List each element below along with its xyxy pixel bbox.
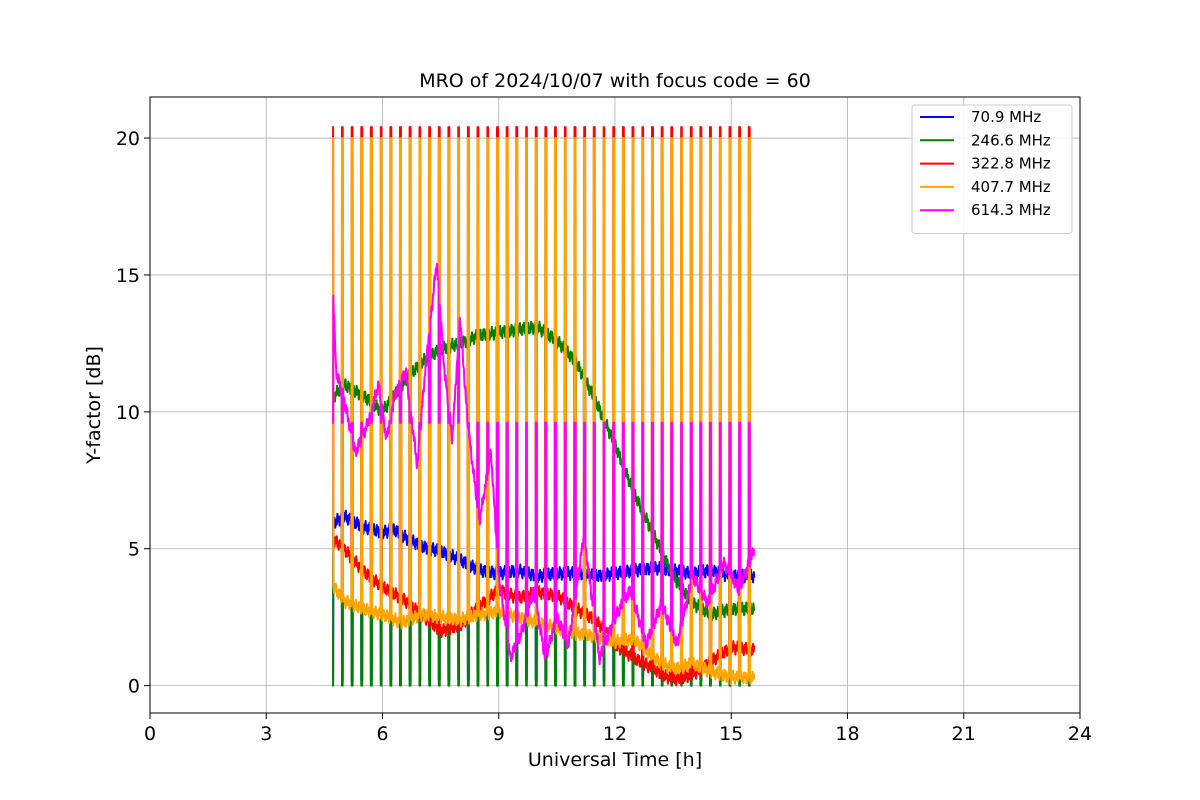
x-tick-label: 3 — [260, 723, 272, 745]
x-tick-label: 6 — [376, 723, 388, 745]
series-line — [331, 509, 756, 682]
legend: 70.9 MHz 246.6 MHz 322.8 MHz 407.7 MHz 614.3… — [911, 104, 1073, 234]
legend-entry: 322.8 MHz — [971, 155, 1051, 173]
legend-entry: 614.3 MHz — [971, 201, 1051, 219]
y-tick-label: 20 — [116, 128, 140, 150]
x-tick-label: 21 — [952, 723, 976, 745]
series-line — [331, 126, 756, 687]
legend-entry: 246.6 MHz — [971, 131, 1051, 149]
series-layer — [331, 126, 756, 687]
x-axis-label: Universal Time [h] — [528, 749, 702, 771]
x-tick-label: 24 — [1068, 723, 1092, 745]
x-tick-label: 12 — [603, 723, 627, 745]
series-line — [331, 137, 756, 685]
chart-title: MRO of 2024/10/07 with focus code = 60 — [419, 70, 811, 92]
series-line — [331, 262, 756, 666]
legend-entry: 70.9 MHz — [971, 108, 1041, 126]
y-tick-label: 0 — [128, 676, 140, 698]
y-tick-label: 5 — [128, 539, 140, 561]
x-tick-label: 0 — [144, 723, 156, 745]
series-line — [331, 320, 756, 687]
x-tick-label: 15 — [719, 723, 743, 745]
y-tick-label: 15 — [116, 265, 140, 287]
y-axis-label: Y-factor [dB] — [83, 346, 105, 465]
x-tick-label: 9 — [493, 723, 505, 745]
legend-entry: 407.7 MHz — [971, 178, 1051, 196]
legend-box — [911, 104, 1073, 234]
x-tick-label: 18 — [835, 723, 859, 745]
axis-ticks: 0 3 6 9 12 15 18 21 24 0 5 10 15 20 — [116, 128, 1092, 745]
y-tick-label: 10 — [116, 402, 140, 424]
